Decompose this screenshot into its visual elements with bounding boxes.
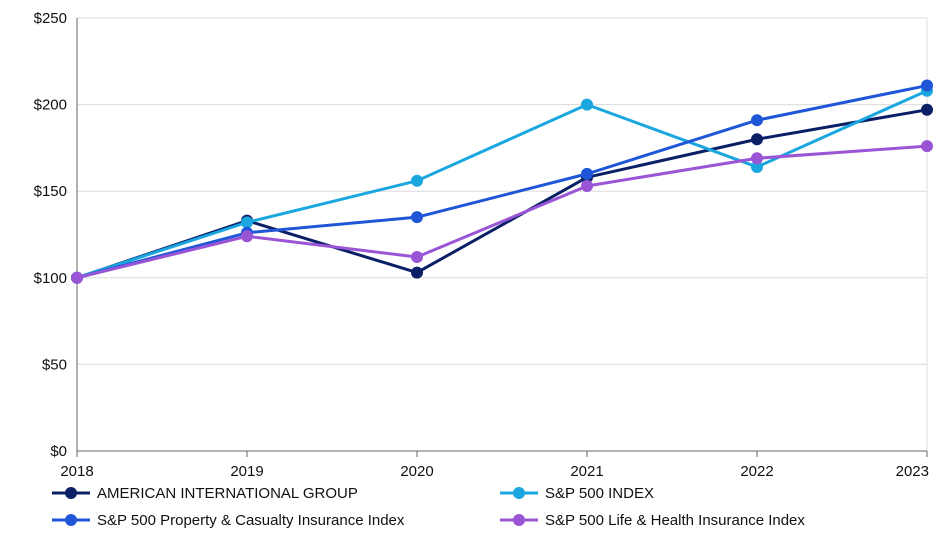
y-tick-label: $250: [34, 10, 67, 27]
series-3: [71, 79, 933, 284]
legend-item: S&P 500 Property & Casualty Insurance In…: [52, 512, 405, 529]
y-tick-label: $200: [34, 97, 67, 114]
x-tick-label: 2020: [400, 463, 433, 480]
data-point: [411, 266, 423, 279]
series-lines: [71, 79, 933, 284]
x-tick-label: 2019: [230, 463, 263, 480]
data-point: [581, 180, 593, 193]
legend-item: AMERICAN INTERNATIONAL GROUP: [52, 485, 358, 502]
data-point: [241, 230, 253, 243]
data-point: [921, 103, 933, 116]
series-line: [76, 84, 928, 280]
axes: $0 $50 $100 $150 $200 $250 2018 2019 2020 2021 202…: [34, 10, 929, 480]
y-tick-label: $150: [34, 183, 67, 200]
legend-swatch-marker: [65, 487, 77, 499]
data-point: [71, 271, 83, 284]
data-point: [921, 79, 933, 92]
data-point: [751, 114, 763, 127]
data-point: [581, 98, 593, 111]
legend-label: AMERICAN INTERNATIONAL GROUP: [97, 485, 358, 502]
series-2: [71, 84, 933, 284]
series-4: [71, 140, 933, 284]
data-point: [411, 211, 423, 224]
y-tick-label: $100: [34, 270, 67, 287]
y-tick-label: $0: [50, 443, 67, 460]
legend-item: S&P 500 INDEX: [500, 485, 654, 502]
data-point: [411, 251, 423, 264]
series-1: [71, 103, 933, 284]
series-line: [76, 108, 928, 280]
data-point: [751, 133, 763, 146]
data-point: [241, 216, 253, 229]
legend-item: S&P 500 Life & Health Insurance Index: [500, 512, 805, 529]
x-tick-label: 2021: [570, 463, 603, 480]
legend-swatch-marker: [65, 514, 77, 526]
data-point: [411, 174, 423, 187]
legend-swatch-marker: [513, 487, 525, 499]
legend: AMERICAN INTERNATIONAL GROUP S&P 500 INDE…: [52, 485, 805, 529]
data-point: [921, 140, 933, 153]
x-tick-label: 2018: [60, 463, 93, 480]
legend-swatch-marker: [513, 514, 525, 526]
legend-label: S&P 500 Life & Health Insurance Index: [545, 512, 805, 529]
x-tick-label: 2022: [740, 463, 773, 480]
x-tick-label: 2023: [896, 463, 929, 480]
data-point: [751, 152, 763, 165]
legend-label: S&P 500 Property & Casualty Insurance In…: [97, 512, 405, 529]
y-tick-label: $50: [42, 356, 67, 373]
legend-label: S&P 500 INDEX: [545, 485, 654, 502]
series-line: [76, 144, 928, 280]
data-point: [581, 167, 593, 180]
series-line: [76, 89, 928, 280]
data-point: [751, 160, 763, 173]
